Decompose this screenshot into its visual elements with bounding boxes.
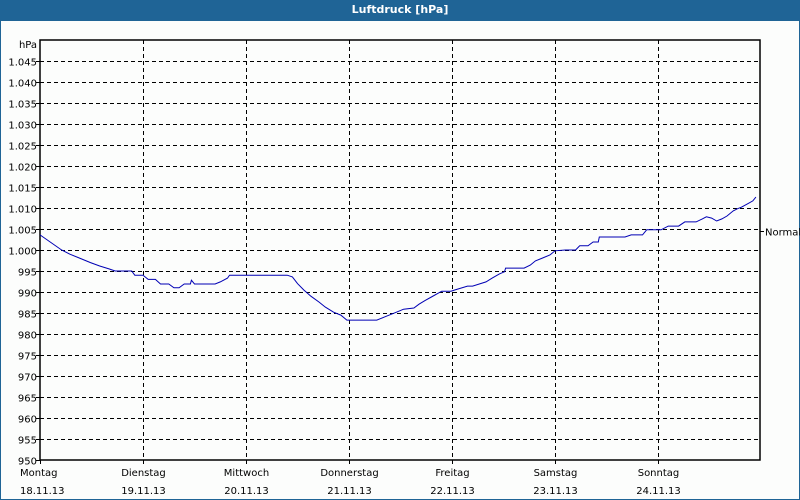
x-tick-date: 23.11.13	[533, 486, 578, 497]
y-axis: 950 955 960 965 970 975 980 985 990 995 1.000 1.005…	[8, 58, 40, 468]
y-tick-label: 1.025	[8, 142, 37, 153]
y-tick-label: 1.015	[8, 184, 37, 195]
y-axis-unit: hPa	[19, 40, 37, 51]
y-tick-label: 1.035	[8, 100, 37, 111]
y-tick-label: 1.030	[8, 121, 37, 132]
y-tick-label: 1.000	[8, 247, 37, 258]
y-tick-label: 980	[18, 331, 37, 342]
y-tick-label: 970	[18, 373, 37, 384]
y-tick-label: 965	[18, 394, 37, 405]
x-tick-day: Samstag	[534, 468, 578, 479]
x-tick-date: 21.11.13	[327, 486, 372, 497]
normal-label: Normal	[765, 228, 800, 239]
x-tick-day: Dienstag	[121, 468, 166, 479]
plot-area-border	[39, 39, 761, 461]
y-tick-label: 985	[18, 310, 37, 321]
x-tick-day: Mittwoch	[224, 468, 269, 479]
x-tick-date: 22.11.13	[430, 486, 475, 497]
x-tick-date: 18.11.13	[20, 486, 65, 497]
y-tick-label: 960	[18, 415, 37, 426]
x-tick-date: 19.11.13	[121, 486, 166, 497]
y-tick-label: 990	[18, 289, 37, 300]
y-tick-label: 1.010	[8, 205, 37, 216]
y-tick-label: 1.020	[8, 163, 37, 174]
chart-title: Luftdruck [hPa]	[0, 0, 800, 21]
x-tick-day: Sonntag	[638, 468, 680, 479]
y-tick-label: 995	[18, 268, 37, 279]
y-tick-label: 950	[18, 457, 37, 468]
grid-lines	[40, 40, 760, 460]
x-axis: Montag 18.11.13 Dienstag 19.11.13 Mittwoch 20…	[20, 460, 681, 497]
x-tick-day: Montag	[20, 468, 57, 479]
y-tick-label: 1.040	[8, 79, 37, 90]
y-tick-label: 955	[18, 436, 37, 447]
x-tick-day: Freitag	[435, 468, 469, 479]
y-tick-label: 1.045	[8, 58, 37, 69]
y-tick-label: 975	[18, 352, 37, 363]
x-tick-date: 24.11.13	[636, 486, 681, 497]
pressure-line	[39, 196, 757, 321]
x-tick-date: 20.11.13	[224, 486, 269, 497]
y-tick-label: 1.005	[8, 226, 37, 237]
x-tick-day: Donnerstag	[320, 468, 378, 479]
